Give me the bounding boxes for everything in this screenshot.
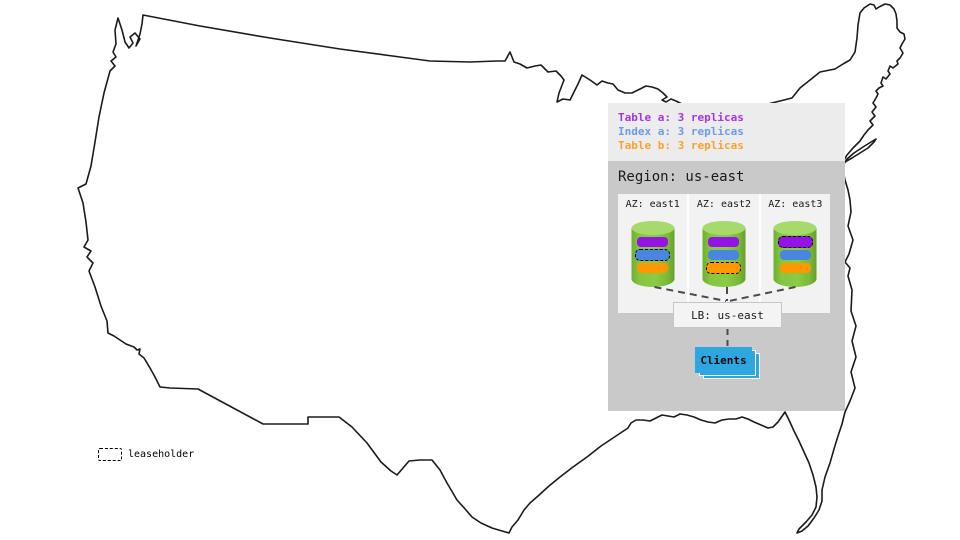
- load-balancer-box: LB: us-east: [673, 302, 782, 328]
- legend-item: Table a: 3 replicas: [618, 111, 744, 124]
- replica-legend-rows: Table a: 3 replicas Index a: 3 replicas Ta…: [618, 111, 744, 153]
- leaseholder-label: leaseholder: [128, 449, 195, 460]
- region-title: Region: us-east: [618, 169, 745, 185]
- cylinder-top: [631, 221, 675, 235]
- us-outline-path: [77, 3, 906, 534]
- database-cylinder: [773, 221, 817, 287]
- az-label: AZ: east1: [625, 199, 680, 210]
- az-box: AZ: east2: [689, 194, 759, 313]
- replica-bar-table_b: [779, 263, 811, 273]
- replica-bar-index_a: [708, 250, 740, 260]
- long-island-path: [843, 138, 877, 165]
- legend-item: Table b: 3 replicas: [618, 139, 744, 152]
- leaseholder-key: leaseholder: [98, 448, 194, 461]
- legend-item: Index a: 3 replicas: [618, 125, 744, 138]
- clients-stack: Clients: [695, 347, 760, 379]
- replica-bar-table_a: [637, 237, 669, 247]
- az-label: AZ: east2: [696, 199, 752, 210]
- cylinder-top: [702, 221, 746, 235]
- region-panel: Table a: 3 replicas Index a: 3 replicas Ta…: [608, 103, 845, 411]
- load-balancer-label: LB: us-east: [691, 308, 764, 322]
- database-cylinder: [702, 221, 746, 287]
- replica-bar-table_a-leaseholder: [777, 236, 813, 248]
- replica-bar-table_b-leaseholder: [706, 262, 742, 274]
- az-box: AZ: east3: [760, 194, 830, 313]
- clients-label: Clients: [700, 353, 747, 367]
- replica-bar-index_a-leaseholder: [635, 249, 671, 261]
- replica-bar-table_a: [708, 237, 740, 247]
- cylinder-top: [773, 221, 817, 235]
- replica-bar-table_b: [637, 263, 669, 273]
- az-container: AZ: east1 AZ: east2 AZ: east3: [618, 194, 830, 313]
- replica-legend: Table a: 3 replicas Index a: 3 replicas Ta…: [608, 103, 845, 161]
- database-cylinder: [631, 221, 675, 287]
- clients-box: Clients: [695, 347, 752, 373]
- az-box: AZ: east1: [618, 194, 688, 313]
- leaseholder-swatch-icon: [98, 448, 122, 461]
- replica-bar-index_a: [779, 250, 811, 260]
- az-label: AZ: east3: [768, 199, 823, 210]
